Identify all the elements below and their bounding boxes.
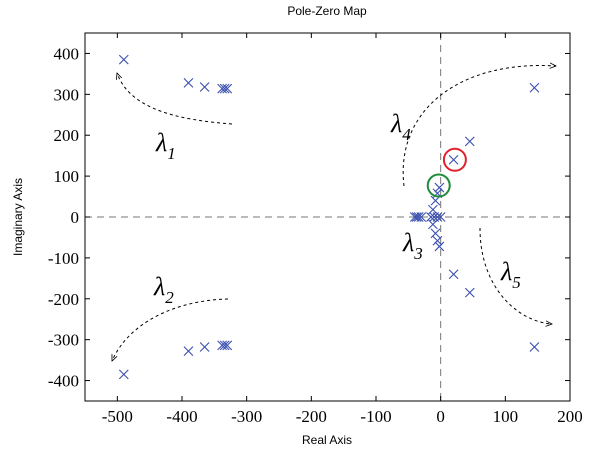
trajectory-arrow-lambda-4 xyxy=(402,66,556,187)
trajectory-arrow-lambda-5 xyxy=(479,227,552,324)
pole-marker xyxy=(416,212,427,222)
lambda-4-label: λ4 xyxy=(390,109,411,144)
y-tick-label: -100 xyxy=(48,249,79,268)
pole-marker xyxy=(118,54,129,65)
y-axis-label: Imaginary Axis xyxy=(11,178,25,256)
pole-marker xyxy=(183,77,194,88)
x-tick-label: -100 xyxy=(360,407,391,426)
pole-marker xyxy=(434,182,445,193)
trajectory-arrow-lambda-1 xyxy=(117,73,233,125)
pole-marker xyxy=(464,136,475,147)
y-tick-label: -300 xyxy=(48,331,79,350)
pole-marker xyxy=(199,342,210,352)
x-axis-label: Real Axis xyxy=(302,433,352,447)
pole-marker xyxy=(222,340,233,351)
y-tick-label: 0 xyxy=(71,208,80,227)
y-tick-label: -200 xyxy=(48,290,79,309)
pole-marker xyxy=(428,219,438,230)
pole-marker xyxy=(430,228,441,239)
pole-marker xyxy=(435,212,446,222)
y-tick-label: 200 xyxy=(54,126,80,145)
pole-marker xyxy=(434,241,445,252)
y-tick-label: 300 xyxy=(54,85,80,104)
pole-marker xyxy=(219,83,230,94)
lambda-2-label: λ2 xyxy=(153,272,174,307)
x-tick-label: -400 xyxy=(166,407,197,426)
x-axis-ticks: -500 -400 -300 -200 -100 0 100 200 xyxy=(102,33,583,426)
trajectory-arrow-lambda-2 xyxy=(111,298,229,361)
x-tick-label: -300 xyxy=(231,407,262,426)
highlight-circle-red xyxy=(442,147,467,172)
pole-marker xyxy=(222,83,233,94)
pole-marker xyxy=(217,83,227,94)
lambda-5-label: λ5 xyxy=(500,257,521,292)
pole-marker xyxy=(529,342,540,352)
pole-marker xyxy=(183,346,194,357)
y-axis-ticks: 400 300 200 100 0 -100 -200 -300 -400 xyxy=(48,44,570,391)
y-tick-label: 400 xyxy=(54,44,80,63)
pole-marker xyxy=(118,369,129,380)
pole-marker xyxy=(448,269,459,280)
x-tick-label: -500 xyxy=(102,407,133,426)
pole-marker xyxy=(432,235,443,246)
pole-marker xyxy=(217,340,227,351)
pole-marker xyxy=(430,195,441,206)
y-tick-label: -400 xyxy=(48,372,79,391)
pole-markers xyxy=(118,54,540,380)
x-tick-label: -200 xyxy=(296,407,327,426)
highlight-circles xyxy=(426,147,467,198)
y-tick-label: 100 xyxy=(54,167,80,186)
pole-marker xyxy=(464,287,475,298)
pole-marker xyxy=(219,340,230,351)
pole-marker xyxy=(428,204,438,215)
pole-marker xyxy=(199,82,210,92)
x-tick-label: 0 xyxy=(436,407,445,426)
x-tick-label: 100 xyxy=(493,407,519,426)
pole-marker xyxy=(413,212,424,222)
highlight-circle-green xyxy=(426,173,451,198)
chart-title: Pole-Zero Map xyxy=(287,4,367,18)
pole-marker xyxy=(529,82,540,93)
lambda-1-label: λ1 xyxy=(155,128,176,163)
x-tick-label: 200 xyxy=(557,407,583,426)
pole-marker xyxy=(432,212,443,222)
pole-marker xyxy=(411,212,422,222)
lambda-3-label: λ3 xyxy=(402,228,423,263)
pole-marker xyxy=(448,154,459,165)
